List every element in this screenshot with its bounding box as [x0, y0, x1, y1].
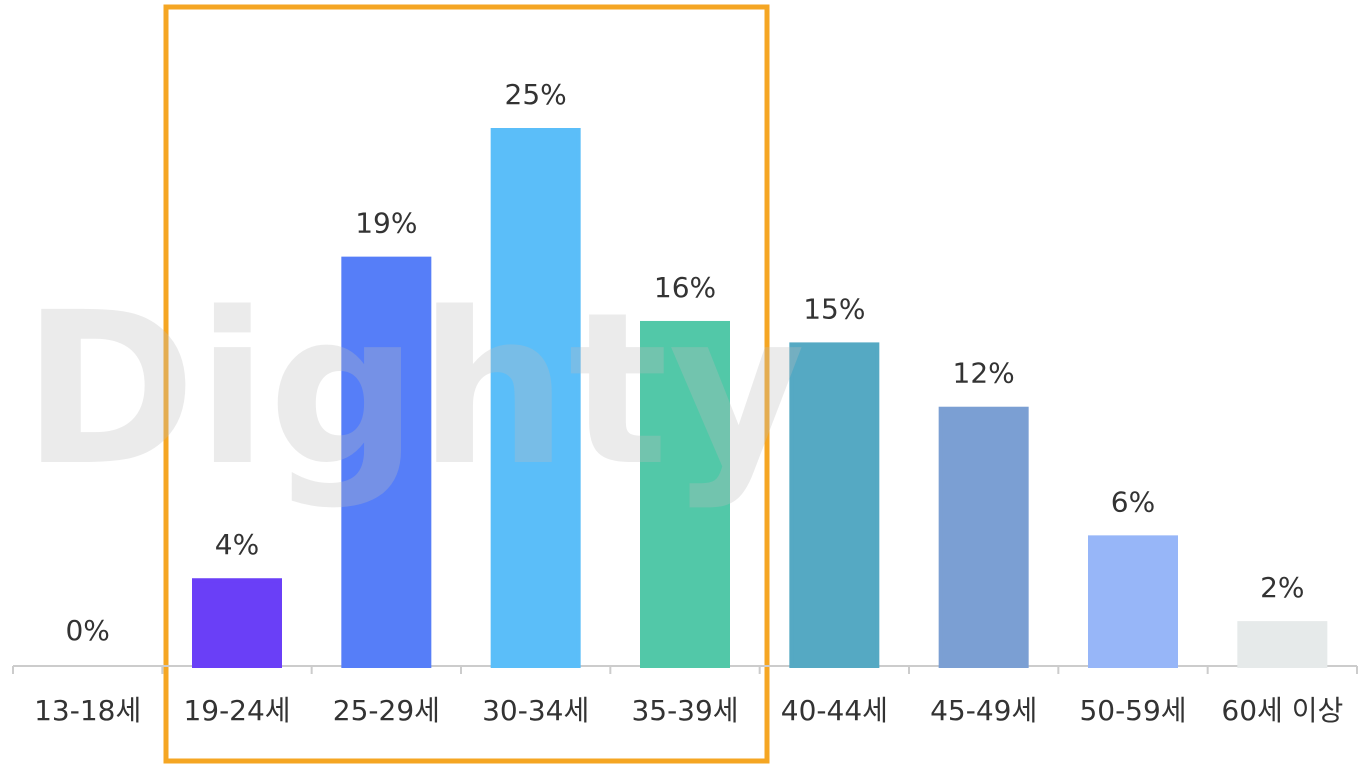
bar: [192, 578, 282, 668]
x-tick-label: 19-24세: [183, 694, 290, 727]
value-label: 2%: [1260, 571, 1304, 604]
bar: [640, 320, 730, 668]
x-tick-label: 13-18세: [34, 694, 141, 727]
x-tick-label: 25-29세: [333, 694, 440, 727]
value-label: 16%: [654, 271, 716, 304]
x-tick-label: 50-59세: [1079, 694, 1186, 727]
value-label: 12%: [953, 357, 1015, 390]
bar: [1237, 621, 1328, 668]
x-tick-label: 40-44세: [781, 694, 888, 727]
highlight-box: [163, 4, 770, 764]
bar: [938, 406, 1029, 668]
x-tick-label: 30-34세: [482, 694, 589, 727]
value-label: 6%: [1111, 485, 1155, 518]
value-label: 19%: [355, 207, 417, 240]
value-label: 25%: [505, 78, 567, 111]
watermark: Dighty: [22, 267, 805, 512]
bar: [490, 128, 581, 668]
value-label: 4%: [215, 528, 259, 561]
value-label: 0%: [65, 614, 109, 647]
x-tick-label: 60세 이상: [1221, 694, 1343, 727]
bar: [341, 256, 432, 668]
x-tick-label: 45-49세: [930, 694, 1037, 727]
value-label: 15%: [803, 292, 865, 325]
bar: [1088, 535, 1178, 668]
x-tick-label: 35-39세: [631, 694, 738, 727]
bar: [789, 342, 880, 668]
